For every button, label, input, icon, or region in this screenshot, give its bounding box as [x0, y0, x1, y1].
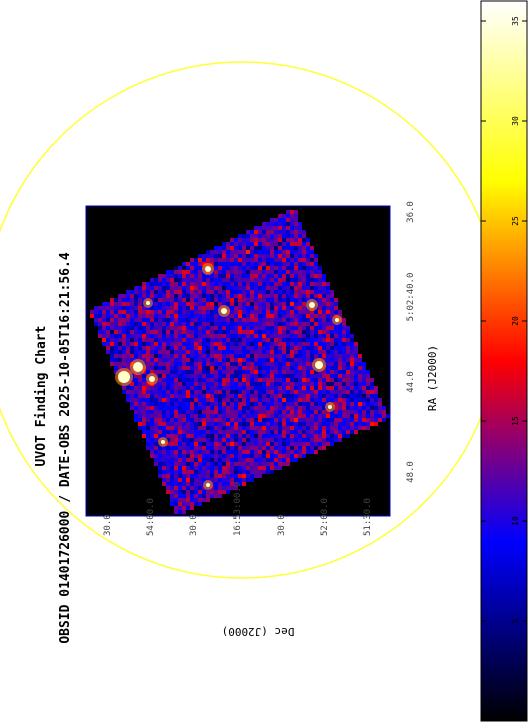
- colorbar-tick-label: 35: [511, 16, 520, 26]
- colorbar: [480, 0, 528, 722]
- colorbar-tick-label: 30: [511, 116, 520, 126]
- ra-tick-labels: 48.0 44.0 5:02:40.0 36.0: [406, 201, 416, 483]
- ra-tick-label: 36.0: [406, 201, 416, 223]
- point-source: [206, 483, 210, 487]
- colorbar-tick-label: 0: [511, 711, 520, 716]
- point-source: [335, 318, 339, 322]
- colorbar-ticks: 0 5 10 15 20 25 30 35: [481, 16, 527, 722]
- dec-tick-label: 54:00.0: [146, 498, 156, 536]
- point-source: [161, 440, 165, 444]
- dec-tick-label: 30.0: [277, 514, 287, 536]
- point-source: [315, 361, 323, 369]
- colorbar-tick-label: 5: [511, 618, 520, 623]
- colorbar-tick-label: 25: [511, 216, 520, 226]
- point-source: [149, 376, 155, 382]
- y-axis-label: Dec (J2000): [222, 625, 295, 638]
- colorbar-tick-label: 10: [511, 516, 520, 526]
- colorbar-tick-label: 20: [511, 316, 520, 326]
- dec-tick-labels: 30.0 54:00.0 30.0 16:53:00.0 30.0 52:00.0 51:3…: [103, 482, 373, 536]
- point-source: [133, 362, 143, 372]
- dec-tick-label: 52:00.0: [320, 498, 330, 536]
- point-source: [328, 405, 332, 409]
- point-source: [146, 301, 150, 305]
- point-source: [205, 266, 211, 272]
- exposure-image: [90, 210, 390, 514]
- ra-tick-label: 5:02:40.0: [406, 273, 416, 322]
- ra-tick-label: 48.0: [406, 461, 416, 483]
- colorbar-tick-label: 15: [511, 416, 520, 426]
- chart-subtitle: OBSID 01401726000 / DATE-OBS 2025-10-05T…: [58, 252, 73, 644]
- chart-title: UVOT Finding Chart: [34, 326, 49, 467]
- x-axis-label: RA (J2000): [426, 345, 439, 411]
- ra-tick-label: 44.0: [406, 371, 416, 393]
- dec-tick-label: 30.0: [189, 514, 199, 536]
- dec-tick-label: 51:30.0: [363, 498, 373, 536]
- point-source: [221, 308, 227, 314]
- dec-tick-label: 30.0: [103, 514, 113, 536]
- point-source: [118, 371, 130, 383]
- dec-tick-label: 16:53:00.0: [233, 482, 243, 536]
- image-frame: [85, 205, 391, 517]
- point-source: [309, 302, 315, 308]
